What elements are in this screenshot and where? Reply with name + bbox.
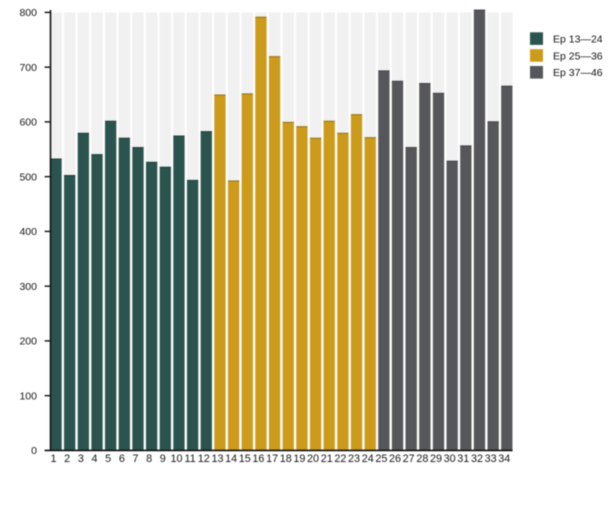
svg-text:16: 16 [252, 453, 264, 465]
svg-text:19: 19 [293, 453, 305, 465]
svg-text:34: 34 [498, 453, 510, 465]
svg-text:Ep 13—24: Ep 13—24 [553, 33, 603, 45]
svg-text:600: 600 [19, 117, 37, 129]
svg-text:3: 3 [78, 453, 84, 465]
svg-text:400: 400 [19, 226, 37, 238]
svg-text:700: 700 [19, 62, 37, 74]
svg-text:500: 500 [19, 171, 37, 183]
svg-text:33: 33 [485, 453, 497, 465]
svg-text:5: 5 [105, 453, 111, 465]
svg-text:28: 28 [416, 453, 428, 465]
svg-text:1: 1 [51, 453, 57, 465]
svg-text:24: 24 [362, 453, 374, 465]
svg-text:0: 0 [31, 445, 37, 457]
svg-text:11: 11 [185, 453, 196, 465]
svg-text:13: 13 [211, 453, 223, 465]
svg-text:17: 17 [266, 453, 278, 465]
svg-text:20: 20 [307, 453, 319, 465]
svg-text:14: 14 [225, 453, 237, 465]
svg-text:9: 9 [160, 453, 166, 465]
svg-text:12: 12 [198, 453, 210, 465]
svg-text:8: 8 [146, 453, 152, 465]
svg-text:23: 23 [348, 453, 360, 465]
svg-text:25: 25 [375, 453, 387, 465]
svg-text:800: 800 [19, 7, 37, 19]
svg-text:26: 26 [389, 453, 401, 465]
svg-text:27: 27 [403, 453, 415, 465]
svg-text:Ep 25—36: Ep 25—36 [553, 50, 603, 62]
svg-text:29: 29 [430, 453, 442, 465]
svg-text:22: 22 [334, 453, 346, 465]
svg-text:31: 31 [457, 453, 469, 465]
svg-text:6: 6 [119, 453, 125, 465]
svg-text:10: 10 [170, 453, 182, 465]
svg-text:18: 18 [280, 453, 292, 465]
svg-text:30: 30 [444, 453, 456, 465]
svg-text:21: 21 [321, 453, 333, 465]
svg-text:4: 4 [92, 453, 98, 465]
svg-text:Ep 37—46: Ep 37—46 [553, 67, 603, 79]
svg-text:200: 200 [19, 336, 37, 348]
svg-text:32: 32 [471, 453, 483, 465]
svg-text:7: 7 [132, 453, 138, 465]
svg-text:100: 100 [19, 390, 37, 402]
svg-text:15: 15 [239, 453, 251, 465]
svg-text:300: 300 [19, 281, 37, 293]
svg-text:2: 2 [64, 453, 70, 465]
